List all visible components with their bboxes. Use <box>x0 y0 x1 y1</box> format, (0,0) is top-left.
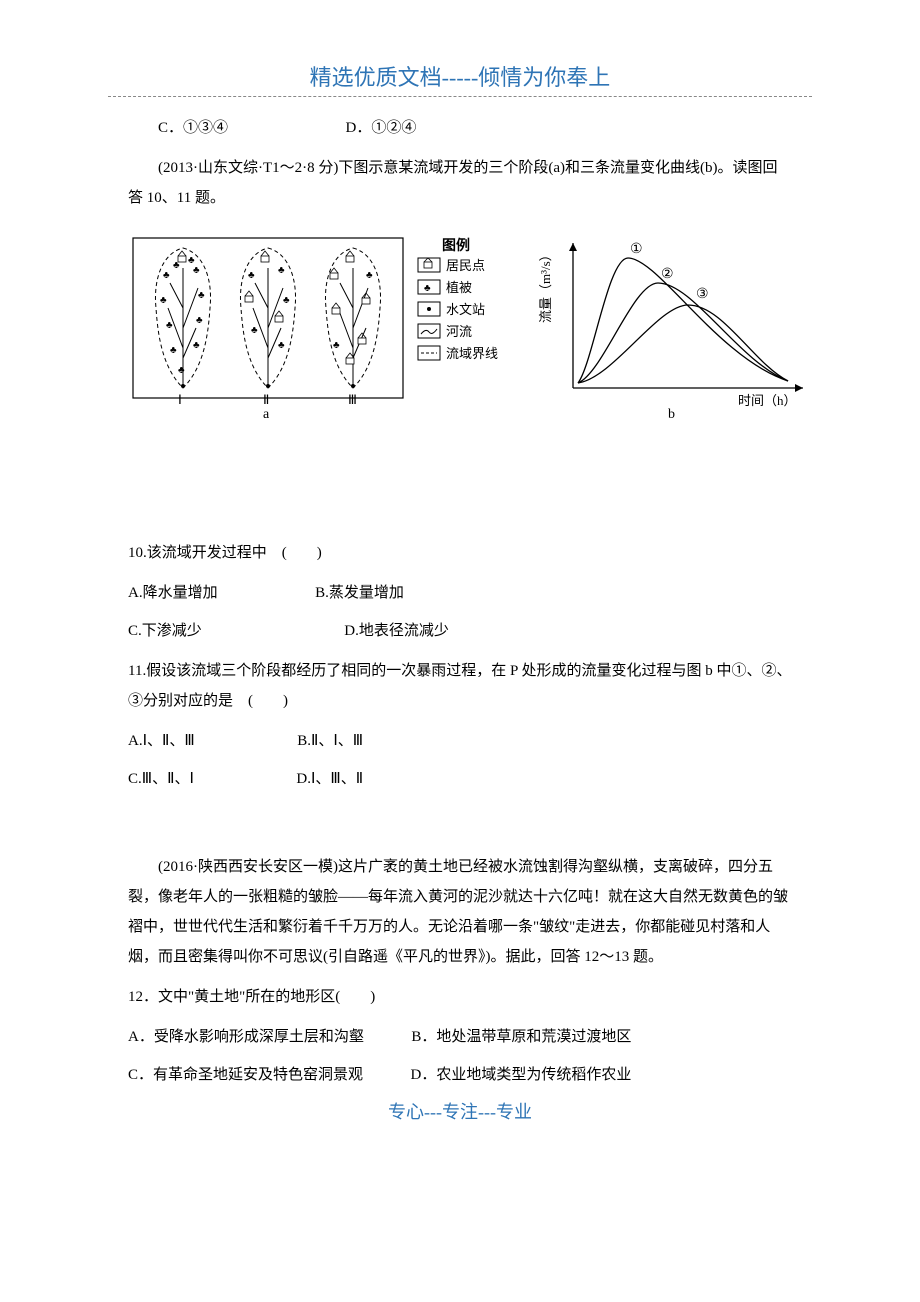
svg-text:♣: ♣ <box>163 270 170 281</box>
q10-b: B.蒸发量增加 <box>315 585 404 601</box>
q11-d: D.Ⅰ、Ⅲ、Ⅱ <box>296 771 363 787</box>
figure-b-svg: 流量（m³/s） 时间（h） ① ② ③ b <box>538 233 818 423</box>
curve-label-1: ① <box>630 242 643 257</box>
q10-stem: 10.该流域开发过程中 ( ) <box>128 538 792 568</box>
q11-a: A.Ⅰ、Ⅱ、Ⅲ <box>128 733 195 749</box>
intro-paragraph: (2013·山东文综·T1～2·8 分)下图示意某流域开发的三个阶段(a)和三条… <box>128 153 792 213</box>
page-footer: 专心---专注---专业 <box>128 1098 792 1124</box>
svg-text:♣: ♣ <box>366 270 373 281</box>
svg-text:♣: ♣ <box>166 320 173 331</box>
stage-3-label: Ⅲ <box>348 392 357 407</box>
figure-b-ylabel: 流量（m³/s） <box>538 248 553 323</box>
svg-text:♣: ♣ <box>278 265 285 276</box>
svg-text:♣: ♣ <box>333 340 340 351</box>
svg-text:♣: ♣ <box>424 283 431 294</box>
svg-text:♣: ♣ <box>196 315 203 326</box>
q12-c: C．有革命圣地延安及特色窑洞景观 <box>128 1067 363 1083</box>
q12-b: B．地处温带草原和荒漠过渡地区 <box>411 1029 631 1045</box>
svg-text:♣: ♣ <box>248 270 255 281</box>
q11-options-row1: A.Ⅰ、Ⅱ、Ⅲ B.Ⅱ、Ⅰ、Ⅲ <box>128 726 792 756</box>
q12-stem: 12．文中"黄土地"所在的地形区( ) <box>128 982 792 1012</box>
svg-text:♣: ♣ <box>193 340 200 351</box>
svg-text:♣: ♣ <box>160 295 167 306</box>
q10-a: A.降水量增加 <box>128 585 218 601</box>
legend-item-1: 植被 <box>446 280 472 295</box>
figure-a-label: a <box>263 407 270 422</box>
option-d: D．①②④ <box>346 120 417 136</box>
svg-text:♣: ♣ <box>251 325 258 336</box>
q11-c: C.Ⅲ、Ⅱ、Ⅰ <box>128 771 194 787</box>
legend-item-2: 水文站 <box>446 302 485 317</box>
figure-b-xlabel: 时间（h） <box>738 393 797 408</box>
q12-options-row1: A．受降水影响形成深厚土层和沟壑 B．地处温带草原和荒漠过渡地区 <box>128 1022 792 1052</box>
q10-d: D.地表径流减少 <box>344 623 449 639</box>
q10-c: C.下渗减少 <box>128 623 202 639</box>
stage-1-label: Ⅰ <box>178 392 182 407</box>
figure-a-container: ♣♣♣ ♣♣♣ ♣♣ ♣♣ ♣ Ⅰ ♣♣ <box>128 233 498 428</box>
q10-options-row1: A.降水量增加 B.蒸发量增加 <box>128 578 792 608</box>
svg-text:♣: ♣ <box>283 295 290 306</box>
svg-text:♣: ♣ <box>178 365 185 376</box>
curve-label-2: ② <box>661 267 674 282</box>
svg-text:♣: ♣ <box>193 265 200 276</box>
legend-item-4: 流域界线 <box>446 346 498 361</box>
top-options-row: C．①③④ D．①②④ <box>128 113 792 143</box>
svg-text:♣: ♣ <box>278 340 285 351</box>
legend-title: 图例 <box>442 237 470 254</box>
stage-2-label: Ⅱ <box>263 392 269 407</box>
legend-item-0: 居民点 <box>446 258 485 273</box>
figure-row: ♣♣♣ ♣♣♣ ♣♣ ♣♣ ♣ Ⅰ ♣♣ <box>128 233 792 428</box>
passage-paragraph: (2016·陕西西安长安区一模)这片广袤的黄土地已经被水流蚀割得沟壑纵横，支离破… <box>128 852 792 972</box>
header-divider <box>108 96 812 97</box>
q11-stem: 11.假设该流域三个阶段都经历了相同的一次暴雨过程，在 P 处形成的流量变化过程… <box>128 656 792 716</box>
curve-label-3: ③ <box>696 287 709 302</box>
q11-options-row2: C.Ⅲ、Ⅱ、Ⅰ D.Ⅰ、Ⅲ、Ⅱ <box>128 764 792 794</box>
q11-b: B.Ⅱ、Ⅰ、Ⅲ <box>297 733 363 749</box>
figure-b-container: 流量（m³/s） 时间（h） ① ② ③ b <box>538 233 818 428</box>
figure-b-label: b <box>668 407 675 422</box>
q12-a: A．受降水影响形成深厚土层和沟壑 <box>128 1029 364 1045</box>
option-c: C．①③④ <box>158 120 228 136</box>
svg-text:♣: ♣ <box>198 290 205 301</box>
figure-a-svg: ♣♣♣ ♣♣♣ ♣♣ ♣♣ ♣ Ⅰ ♣♣ <box>128 233 498 423</box>
svg-text:♣: ♣ <box>170 345 177 356</box>
legend-item-3: 河流 <box>446 324 472 339</box>
q12-options-row2: C．有革命圣地延安及特色窑洞景观 D．农业地域类型为传统稻作农业 <box>128 1060 792 1090</box>
svg-text:♣: ♣ <box>188 255 195 266</box>
q10-options-row2: C.下渗减少 D.地表径流减少 <box>128 616 792 646</box>
q12-d: D．农业地域类型为传统稻作农业 <box>411 1067 632 1083</box>
page-header-title: 精选优质文档-----倾情为你奉上 <box>128 60 792 92</box>
